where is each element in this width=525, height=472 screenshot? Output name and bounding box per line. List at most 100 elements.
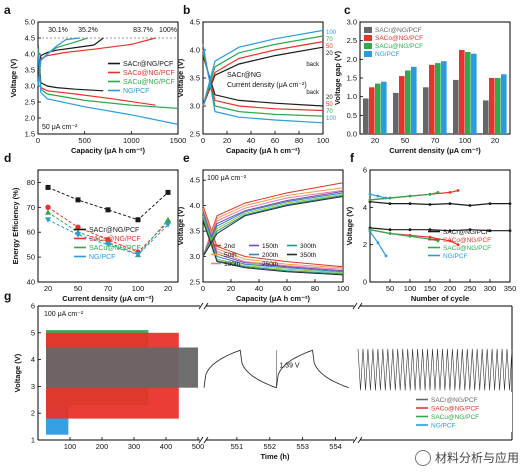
- bar: [459, 50, 465, 134]
- y-tick-label: 4.0: [190, 201, 200, 210]
- x-tick-label: 20: [164, 284, 172, 293]
- x-axis-label: Number of cycle: [411, 294, 469, 303]
- data-point: [388, 202, 392, 206]
- y-axis-label: Voltage (V): [176, 58, 185, 97]
- x-tick-label: 50: [386, 284, 394, 293]
- curve-label: 20: [326, 95, 333, 101]
- panel-label: b: [183, 3, 190, 17]
- bar: [501, 74, 507, 134]
- series-discharge: [37, 47, 179, 109]
- cycling-profile: [357, 348, 513, 391]
- data-point: [135, 252, 141, 258]
- x-tick-label: 70: [104, 284, 112, 293]
- y-tick-label: 2.5: [190, 278, 200, 287]
- legend-label: NG/PCF: [443, 253, 468, 260]
- y-tick-label: 60: [27, 228, 35, 237]
- y-tick-label: 4: [31, 355, 35, 364]
- data-point: [45, 184, 51, 190]
- legend-label: SACr@NG/PCF: [375, 27, 422, 34]
- bar: [435, 63, 441, 134]
- x-axis-label: Current density (μA cm⁻²): [62, 294, 154, 303]
- axis-break-mark: [198, 436, 204, 444]
- data-point: [448, 239, 452, 243]
- series-charge: [37, 37, 88, 87]
- x-tick-label: 60: [271, 136, 279, 145]
- data-point: [368, 192, 372, 196]
- y-tick-label: 4.5: [25, 34, 35, 43]
- bar: [399, 76, 405, 134]
- x-tick-label: 20: [491, 136, 499, 145]
- bar: [381, 81, 387, 134]
- x-axis-label: Current density (μA cm⁻²): [389, 146, 481, 155]
- bar: [375, 83, 381, 134]
- x-tick-label: 300: [128, 442, 141, 451]
- legend-swatch: [364, 43, 372, 49]
- curve-label: 70: [326, 109, 333, 115]
- data-point: [448, 202, 452, 206]
- y-tick-label: 4.0: [190, 46, 200, 55]
- legend-label: NG/PCF: [123, 88, 149, 95]
- back-label: back: [306, 62, 320, 68]
- x-tick-label: 20: [44, 284, 52, 293]
- x-axis-label: Capacity (μA h cm⁻²): [236, 294, 311, 303]
- data-point: [408, 194, 412, 198]
- series-line: [369, 227, 510, 232]
- legend-label: SACr@NG/PCF: [89, 227, 139, 234]
- data-point: [488, 202, 492, 206]
- legend-label: 150th: [262, 243, 279, 250]
- y-axis-label: Voltage (V): [345, 206, 354, 245]
- data-point: [368, 198, 372, 202]
- series-charge: [202, 46, 324, 107]
- annotation: 35.2%: [78, 27, 98, 34]
- axis-break-mark: [352, 436, 358, 444]
- watermark-text: 材料分析与应用: [434, 451, 519, 465]
- y-tick-label: 4.5: [190, 18, 200, 27]
- bar: [363, 98, 369, 134]
- x-tick-label: 100: [132, 284, 145, 293]
- y-tick-label: 0: [363, 278, 367, 287]
- x-tick-label: 50: [401, 136, 409, 145]
- data-point: [45, 209, 51, 215]
- x-tick-label: 350: [504, 284, 517, 293]
- y-tick-label: 1.5: [347, 74, 357, 83]
- panel-label: e: [183, 151, 190, 165]
- x-tick-label: 60: [283, 284, 291, 293]
- axis-break-mark: [203, 302, 209, 310]
- series-line: [47, 186, 169, 221]
- series-discharge: [202, 44, 324, 124]
- x-axis-label: Capacity (μA h cm⁻²): [226, 146, 301, 155]
- data-point: [428, 203, 432, 206]
- legend-label: NG/PCF: [431, 423, 456, 430]
- y-tick-label: 50: [27, 253, 35, 262]
- data-point: [165, 216, 171, 223]
- y-tick-label: 3.0: [190, 252, 200, 261]
- axis-break-mark: [357, 436, 363, 444]
- x-tick-label: 80: [295, 136, 303, 145]
- x-tick-label: 551: [231, 442, 244, 451]
- y-tick-label: 3.5: [190, 74, 200, 83]
- y-tick-label: 3.5: [25, 66, 35, 75]
- x-tick-label: 1500: [170, 136, 187, 145]
- bar: [393, 92, 399, 134]
- axis-break-mark: [203, 436, 209, 444]
- legend-label: SACr@NG/PCF: [443, 229, 490, 236]
- legend-label: SACo@NG/PCF: [443, 237, 491, 244]
- bar: [441, 61, 447, 135]
- y-tick-label: 4.0: [25, 50, 35, 59]
- data-point: [75, 232, 81, 238]
- legend-label: SACu@NG/PCF: [375, 43, 423, 50]
- legend-label: NG/PCF: [375, 51, 400, 58]
- y-tick-label: 2.0: [347, 55, 357, 64]
- data-point: [388, 228, 392, 232]
- legend-label: SACu@NG/PCF: [123, 79, 175, 86]
- series-charge: [202, 195, 344, 257]
- x-tick-label: 20: [223, 136, 231, 145]
- data-point: [436, 191, 440, 194]
- inset-title: SACr@NG: [227, 72, 261, 79]
- x-tick-label: 50: [74, 284, 82, 293]
- data-point: [165, 222, 171, 228]
- bar: [465, 51, 471, 134]
- series-charge: [202, 29, 324, 107]
- curve-label: 20: [326, 51, 333, 57]
